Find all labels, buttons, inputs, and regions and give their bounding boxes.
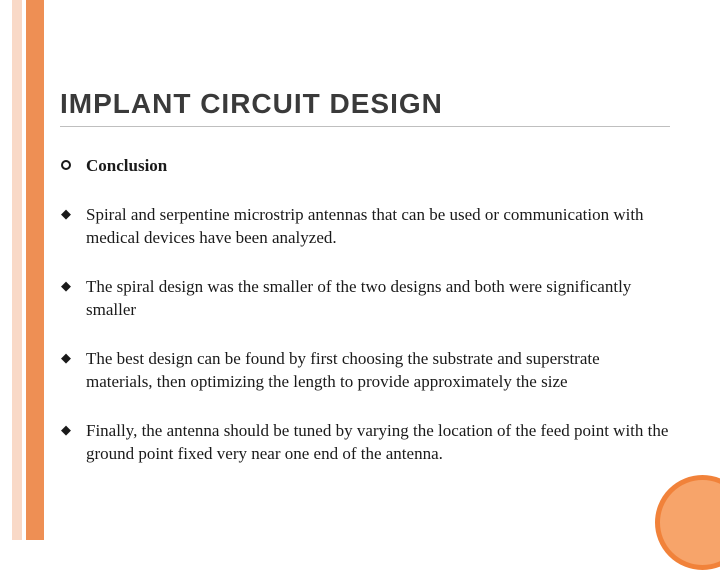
accent-stripe-1 [12,0,22,540]
bullet-text: The spiral design was the smaller of the… [86,276,670,322]
bullet-text: Finally, the antenna should be tuned by … [86,420,670,466]
diamond-bullet-icon: ◆ [60,352,72,364]
diamond-bullet-icon: ◆ [60,208,72,220]
diamond-bullet-icon: ◆ [60,280,72,292]
accent-stripe-2 [26,0,44,540]
slide-content: IMPLANT CIRCUIT DESIGN Conclusion ◆ Spiral… [60,88,670,491]
diamond-bullet-icon: ◆ [60,424,72,436]
circle-bullet-icon [60,159,72,171]
bullet-item: ◆ The best design can be found by first c… [60,348,670,394]
bullet-text: Conclusion [86,155,670,178]
bullet-text: Spiral and serpentine microstrip antenna… [86,204,670,250]
slide-title: IMPLANT CIRCUIT DESIGN [60,88,670,127]
bullet-item: Conclusion [60,155,670,178]
bullet-item: ◆ The spiral design was the smaller of th… [60,276,670,322]
bullet-text: The best design can be found by first ch… [86,348,670,394]
bullet-item: ◆ Spiral and serpentine microstrip antenn… [60,204,670,250]
bullet-list: Conclusion ◆ Spiral and serpentine microst… [60,155,670,465]
bullet-item: ◆ Finally, the antenna should be tuned by… [60,420,670,466]
